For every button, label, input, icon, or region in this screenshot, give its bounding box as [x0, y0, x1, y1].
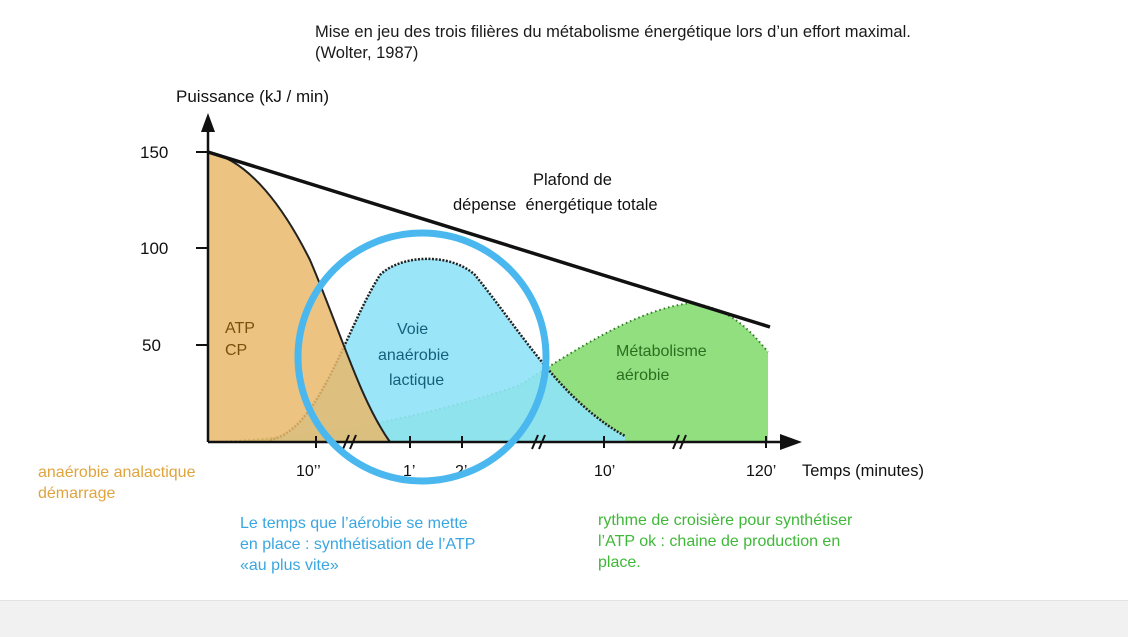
axis-break-3	[672, 434, 687, 450]
x-tick-label-10min: 10’	[594, 463, 615, 480]
x-tick-label-10s: 10’’	[296, 463, 321, 480]
label-lactique-3: lactique	[389, 372, 444, 389]
annotation-blue-line-1: Le temps que l’aérobie se mette	[240, 515, 468, 532]
energy-metabolism-chart: 150 100 50 10’’ 1’ 2’ 10’ 120’ Puissance…	[140, 87, 924, 485]
axis-break-2	[531, 434, 546, 450]
label-lactique-1: Voie	[397, 321, 428, 338]
annotation-blue-line-3: «au plus vite»	[240, 557, 339, 574]
label-aerobie-2: aérobie	[616, 367, 669, 384]
annotation-orange-line-2: démarrage	[38, 485, 116, 502]
annotation-orange-line-1: anaérobie analactique	[38, 464, 196, 481]
y-tick-label-150: 150	[140, 143, 168, 162]
x-tick-label-1min: 1’	[403, 463, 415, 480]
annotation-anaerobie-analactique: anaérobie analactique démarrage	[38, 462, 195, 504]
highlight-circle	[294, 229, 550, 485]
ceiling-line	[207, 150, 771, 329]
label-atp: ATP	[225, 320, 255, 337]
annotation-blue-line-2: en place : synthétisation de l’ATP	[240, 536, 476, 553]
annotation-green-line-2: l’ATP ok : chaine de production en	[598, 533, 841, 550]
label-lactique-2: anaérobie	[378, 347, 449, 364]
curve-atp-cp	[207, 151, 391, 443]
annotation-green-line-1: rythme de croisière pour synthétiser	[598, 512, 853, 529]
x-tick-label-120min: 120’	[746, 463, 776, 480]
axis-break-1	[342, 434, 357, 450]
label-cp: CP	[225, 342, 247, 359]
footer-bar	[0, 600, 1128, 637]
y-axis-label: Puissance (kJ / min)	[176, 87, 329, 106]
figure-title: Mise en jeu des trois filières du métabo…	[315, 22, 911, 64]
y-axis-arrow	[201, 113, 215, 132]
y-tick-label-50: 50	[142, 336, 161, 355]
annotation-lactique-explanation: Le temps que l’aérobie se mette en place…	[240, 513, 475, 576]
annotation-green-line-3: place.	[598, 554, 641, 571]
area-atp-cp	[208, 152, 390, 442]
y-tick-label-100: 100	[140, 239, 168, 258]
x-axis-label: Temps (minutes)	[802, 462, 924, 480]
ceiling-label-line-2: dépense énergétique totale	[453, 196, 658, 214]
label-aerobie-1: Métabolisme	[616, 343, 707, 360]
annotation-aerobie-explanation: rythme de croisière pour synthétiser l’A…	[598, 510, 852, 573]
x-axis-arrow	[780, 434, 802, 450]
area-aerobie	[208, 303, 768, 442]
ceiling-label-line-1: Plafond de	[533, 171, 612, 189]
title-line-1: Mise en jeu des trois filières du métabo…	[315, 23, 911, 41]
title-source: (Wolter, 1987)	[315, 44, 419, 62]
